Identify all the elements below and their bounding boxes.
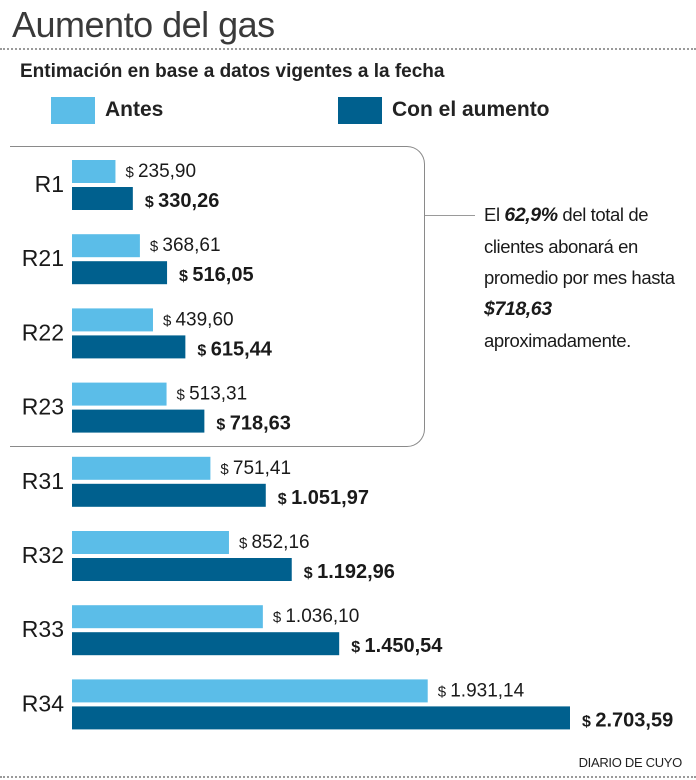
category-label-r33: R33 [22,616,64,642]
value-label-aumento-r34: $ 2.703,59 [582,709,673,731]
bar-aumento-r31 [72,483,266,507]
bar-aumento-r1 [72,187,133,210]
bar-aumento-r23 [72,409,205,433]
bar-aumento-r21 [72,261,168,285]
bar-antes-r32 [72,531,229,554]
legend-swatch-aumento [338,96,382,124]
value-label-antes-r32: $ 852,16 [239,532,310,553]
bar-aumento-r32 [72,558,292,581]
bar-aumento-r22 [72,335,186,359]
category-label-r23: R23 [22,394,64,420]
bar-antes-r34 [72,679,428,703]
legend-label-aumento: Con el aumento [392,98,550,121]
highlight-bracket [10,146,425,447]
category-label-r1: R1 [35,171,64,197]
value-label-antes-r22: $ 439,60 [163,309,234,330]
value-label-antes-r21: $ 368,61 [150,235,221,256]
category-label-r31: R31 [22,468,64,494]
bar-antes-r22 [72,308,153,332]
legend-item-antes: Antes [51,96,163,124]
value-label-aumento-r1: $ 330,26 [145,190,220,212]
value-label-antes-r23: $ 513,31 [177,384,248,405]
top-divider [0,48,696,50]
value-label-aumento-r32: $ 1.192,96 [304,561,395,583]
bar-antes-r33 [72,605,263,629]
chart-title: Aumento del gas [12,4,275,45]
note-text-1: El [484,204,505,225]
value-label-aumento-r21: $ 516,05 [179,264,254,286]
value-label-antes-r34: $ 1.931,14 [438,680,525,701]
value-label-antes-r31: $ 751,41 [220,458,291,479]
callout-connector [425,215,475,216]
legend-label-antes: Antes [105,98,164,121]
note-highlight-amount: $718,63 [484,298,552,320]
bar-aumento-r33 [72,632,340,656]
note-text-2: del total de clientes abonará en promedi… [484,204,675,288]
value-label-aumento-r22: $ 615,44 [197,338,272,360]
bottom-divider [0,776,696,778]
bar-antes-r23 [72,382,167,406]
note-text-3: aproximadamente. [484,330,631,351]
legend-item-aumento: Con el aumento [338,96,550,124]
bar-antes-r31 [72,456,211,480]
value-label-antes-r33: $ 1.036,10 [273,606,359,627]
value-label-antes-r1: $ 235,90 [125,161,196,182]
category-label-r22: R22 [22,319,64,345]
callout-note: El 62,9% del total de clientes abonará e… [484,199,694,356]
value-label-aumento-r23: $ 718,63 [216,413,291,435]
category-label-r34: R34 [22,690,64,716]
category-label-r21: R21 [22,245,64,271]
value-label-aumento-r31: $ 1.051,97 [278,487,369,509]
category-label-r32: R32 [22,542,64,568]
source-credit: DIARIO DE CUYO [578,755,683,770]
bar-aumento-r34 [72,706,570,730]
bar-antes-r21 [72,234,140,258]
chart-subtitle: Entimación en base a datos vigentes a la… [20,61,445,82]
legend-swatch-antes [51,96,95,124]
note-highlight-percent: 62,9% [504,204,558,226]
bar-antes-r1 [72,160,116,183]
value-label-aumento-r33: $ 1.450,54 [351,635,443,657]
